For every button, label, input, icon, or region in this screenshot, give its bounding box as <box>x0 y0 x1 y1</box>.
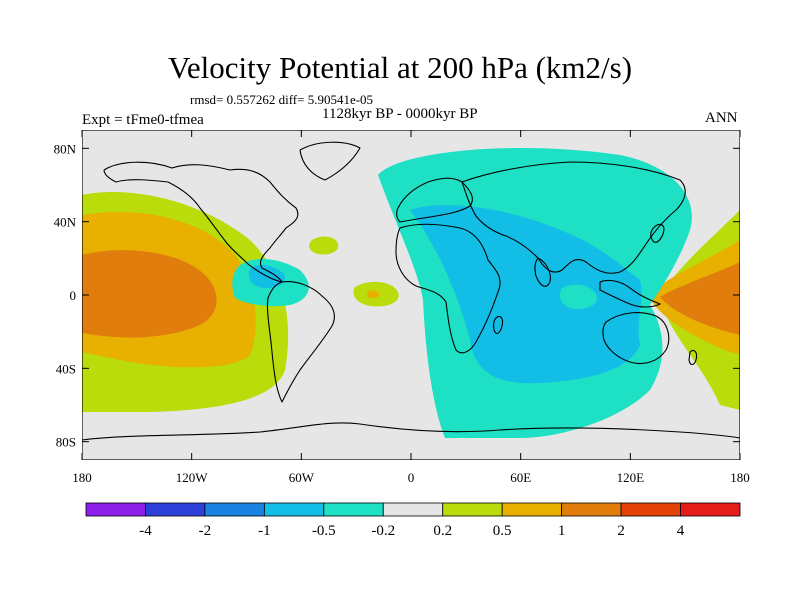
colorbar-level-label: -0.2 <box>371 523 395 539</box>
colorbar-swatch <box>263 502 325 517</box>
x-tick-label: 120W <box>176 470 209 485</box>
y-axis: 80N 40N 0 40S 80S <box>54 141 740 450</box>
coastline-madagascar <box>493 315 504 335</box>
x-tick-label: 180 <box>730 470 750 485</box>
coastline-new-zealand <box>688 349 698 366</box>
colorbar: -4 -2 -1 -0.5 -0.2 0.2 0.5 1 2 4 <box>85 502 741 539</box>
chart-title: Velocity Potential at 200 hPa (km2/s) <box>167 50 633 85</box>
colorbar-swatch <box>501 502 563 517</box>
colorbar-level-label: 0.2 <box>433 523 452 539</box>
contour-level-1 <box>660 262 740 335</box>
coastlines <box>82 141 740 441</box>
colorbar-swatch <box>323 502 384 517</box>
coastline-south-america <box>266 281 335 403</box>
colorbar-level-label: 0.5 <box>493 523 512 539</box>
colorbar-swatch <box>204 502 265 517</box>
y-tick-label: 40S <box>56 361 76 376</box>
contour-positive-west-pacific <box>648 210 740 410</box>
x-axis: 180 120W 60W 0 60E 120E 180 <box>72 130 750 485</box>
coastline-greenland <box>299 141 361 181</box>
x-tick-label: 0 <box>408 470 415 485</box>
colorbar-level-label: -4 <box>139 523 152 539</box>
coastline-europe <box>396 177 473 223</box>
x-tick-label: 120E <box>617 470 645 485</box>
contour-weak-inset-indian-ocean <box>559 284 597 310</box>
y-tick-label: 80S <box>56 435 76 450</box>
stats-label: rmsd= 0.557262 diff= 5.90541e-05 <box>190 92 374 107</box>
colorbar-swatch <box>382 502 444 517</box>
y-tick-label: 0 <box>70 288 77 303</box>
coastline-north-america <box>103 161 299 283</box>
colorbar-level-label: -0.5 <box>312 523 336 539</box>
colorbar-swatch <box>442 502 503 517</box>
contour-level--0.5 <box>410 205 642 384</box>
colorbar-level-label: 4 <box>677 523 685 539</box>
y-tick-label: 40N <box>54 215 77 230</box>
contour-positive-north-atlantic <box>309 236 339 255</box>
colorbar-level-label: 1 <box>558 523 566 539</box>
coastline-antarctica <box>82 422 740 441</box>
colorbar-swatch <box>85 502 146 517</box>
map-panel <box>82 130 740 460</box>
coastline-japan <box>650 223 665 243</box>
colorbar-swatch <box>680 502 741 517</box>
coastline-southeast-asia-islands <box>599 279 661 308</box>
coastline-africa <box>395 223 501 354</box>
period-label: 1128kyr BP - 0000kyr BP <box>322 106 478 122</box>
x-tick-label: 60W <box>289 470 315 485</box>
experiment-label: Expt = tFme0-tfmea <box>82 112 204 128</box>
contour-positive-east-pacific <box>82 192 289 412</box>
coastline-asia <box>461 161 686 274</box>
colorbar-swatch <box>145 502 206 517</box>
colorbar-level-label: 2 <box>617 523 625 539</box>
colorbar-swatch <box>561 502 622 517</box>
y-tick-label: 80N <box>54 141 77 156</box>
contour-level-1 <box>82 250 217 338</box>
coastline-india <box>534 257 551 287</box>
colorbar-level-label: -1 <box>258 523 271 539</box>
colorbar-swatch <box>620 502 681 517</box>
colorbar-level-label: -2 <box>199 523 212 539</box>
coastline-australia <box>602 312 670 365</box>
contour-negative-eurasia-africa <box>378 147 692 438</box>
x-tick-label: 60E <box>510 470 531 485</box>
contour-positive-equatorial-atlantic-core <box>367 290 380 299</box>
x-tick-label: 180 <box>72 470 92 485</box>
season-label: ANN <box>705 110 738 126</box>
